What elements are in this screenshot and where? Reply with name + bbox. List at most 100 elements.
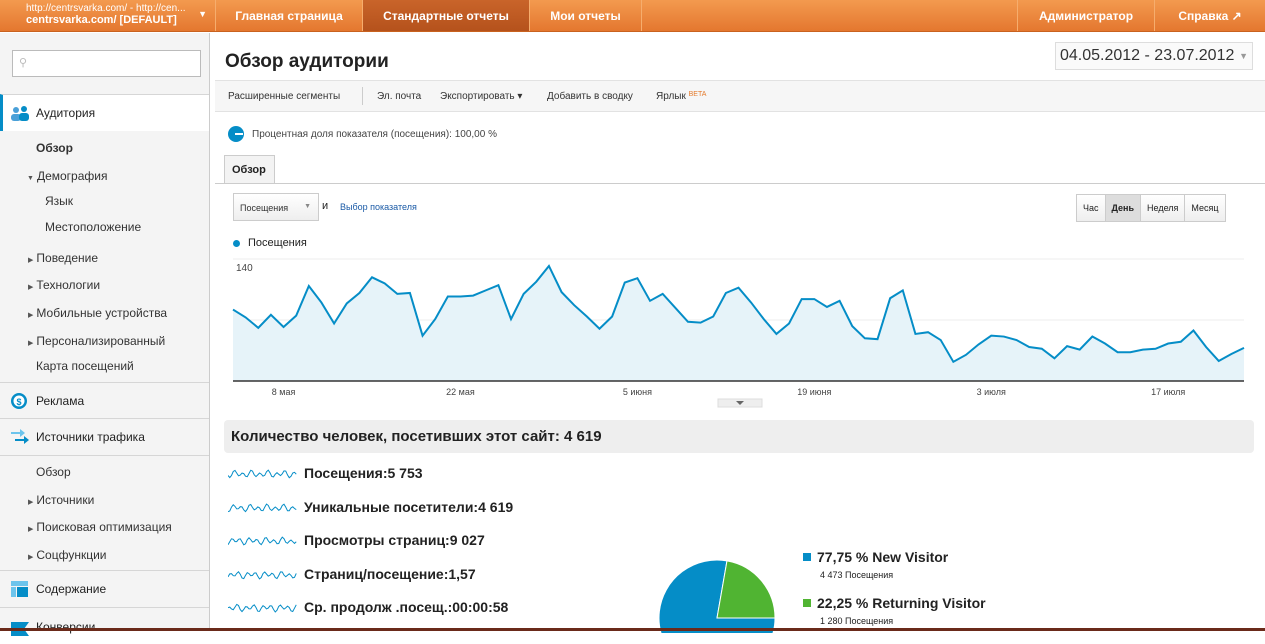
sidebar-item-seo[interactable]: ▶ Поисковая оптимизация: [28, 520, 172, 534]
granularity-week[interactable]: Неделя: [1140, 195, 1185, 221]
pick-metric-link[interactable]: Выбор показателя: [340, 202, 417, 212]
sidebar-item-technology[interactable]: ▶ Технологии: [28, 278, 101, 292]
visitor-pie-chart: [658, 559, 776, 633]
tab-home[interactable]: Главная страница: [216, 0, 363, 31]
chevron-down-icon: ▼: [304, 203, 311, 210]
sidebar-item-ads[interactable]: $ Реклама: [0, 382, 209, 418]
caret-right-icon: ▶: [28, 340, 34, 347]
admin-link[interactable]: Администратор: [1018, 0, 1155, 31]
caret-right-icon: ▶: [28, 526, 34, 533]
pie-new-visits: 4 473 Посещения: [820, 570, 894, 580]
sidebar-item-behavior[interactable]: ▶ Поведение: [28, 251, 99, 265]
tab-overview[interactable]: Обзор: [224, 155, 275, 184]
sparkline: [228, 570, 297, 580]
legend-dot: [233, 239, 240, 247]
pie-icon: [228, 126, 244, 142]
y-tick-label: 140: [236, 263, 253, 274]
chart-legend: Посещения: [233, 237, 307, 249]
stat-value: 00:00:58: [452, 599, 509, 615]
sidebar-item-audience[interactable]: Аудитория: [0, 94, 209, 131]
sidebar-item-personalized[interactable]: ▶ Персонализированный: [28, 334, 166, 348]
pie-slice-returning-visitor[interactable]: [716, 560, 776, 619]
account-name: centrsvarka.com/ [DEFAULT]: [26, 14, 177, 26]
granularity-hour[interactable]: Час: [1077, 195, 1105, 221]
sidebar-item-traffic[interactable]: Источники трафика: [0, 418, 209, 455]
stat-row: Посещения: 5 753: [228, 465, 423, 481]
stat-label: Посещения:: [304, 465, 388, 481]
account-selector[interactable]: http://centrsvarka.com/ - http://cen... …: [0, 0, 216, 31]
sidebar-item-mobile[interactable]: ▶ Мобильные устройства: [28, 306, 168, 320]
advanced-segments-button[interactable]: Расширенные сегменты: [228, 91, 341, 102]
caret-right-icon: ▶: [28, 257, 34, 264]
stat-value: 5 753: [387, 465, 423, 481]
sidebar-item-visit-map[interactable]: Карта посещений: [36, 359, 134, 373]
legend-swatch: [803, 553, 811, 561]
stat-value: 1,57: [448, 565, 476, 582]
caret-right-icon: ▶: [28, 312, 34, 319]
stat-value: 9 027: [449, 532, 485, 548]
sparkline: [228, 603, 297, 613]
sidebar-item-location[interactable]: Местоположение: [45, 220, 142, 234]
area-fill: [233, 265, 1244, 381]
help-link[interactable]: Справка ↗: [1178, 8, 1242, 23]
caret-right-icon: ▶: [28, 499, 34, 506]
x-tick-label: 8 мая: [272, 387, 296, 397]
sidebar-item-conversions[interactable]: Конверсии: [0, 607, 209, 644]
stat-row: Просмотры страниц: 9 027: [228, 532, 485, 548]
stat-row: Ср. продолж .посещ.: 00:00:58: [228, 599, 508, 615]
caret-down-icon: [736, 401, 744, 405]
pie-legend-returning: 22,25 % Returning Visitor: [803, 595, 986, 611]
sidebar-item-sources[interactable]: ▶ Источники: [28, 493, 95, 507]
sparkline: [228, 536, 297, 546]
stat-label: Уникальные посетители:: [304, 498, 479, 515]
caret-right-icon: ▶: [28, 284, 34, 291]
series-line: [232, 264, 1245, 364]
sidebar-item-traffic-overview[interactable]: Обзор: [36, 465, 71, 479]
x-tick-label: 22 мая: [446, 387, 475, 397]
sparkline: [228, 469, 297, 479]
sidebar-item-social[interactable]: ▶ Соцфункции: [28, 548, 107, 562]
search-input[interactable]: ⚲: [12, 50, 201, 77]
search-icon: ⚲: [19, 57, 28, 69]
arrows-icon: [10, 428, 30, 446]
granularity-day[interactable]: День: [1104, 195, 1141, 221]
percent-share: Процентная доля показателя (посещения): …: [228, 126, 497, 142]
stat-label: Просмотры страниц:: [304, 532, 450, 548]
x-tick-label: 5 июня: [623, 387, 652, 397]
top-nav: http://centrsvarka.com/ - http://cen... …: [0, 0, 1265, 32]
summary-bar: Количество человек, посетивших этот сайт…: [224, 420, 1254, 453]
sidebar-item-overview[interactable]: Обзор: [36, 141, 73, 155]
pie-slice-new-visitor[interactable]: [658, 559, 776, 633]
metric-select[interactable]: Посещения ▼: [233, 193, 319, 221]
tab-my-reports[interactable]: Мои отчеты: [530, 0, 642, 31]
sidebar-item-language[interactable]: Язык: [45, 194, 74, 208]
caret-right-icon: ▶: [28, 554, 34, 561]
granularity-month[interactable]: Месяц: [1184, 195, 1225, 221]
x-tick-label: 17 июля: [1151, 387, 1185, 397]
email-button[interactable]: Эл. почта: [377, 91, 422, 102]
sparkline: [228, 502, 297, 512]
legend-swatch: [803, 599, 811, 607]
chevron-down-icon: ▼: [1239, 51, 1248, 61]
export-button[interactable]: Экспортировать ▾: [440, 91, 523, 102]
content-icon: [10, 580, 30, 598]
x-tick-label: 19 июня: [797, 387, 831, 397]
svg-text:$: $: [16, 397, 21, 407]
add-to-dashboard-button[interactable]: Добавить в сводку: [547, 91, 633, 102]
account-url: http://centrsvarka.com/ - http://cen...: [26, 3, 186, 14]
dollar-icon: $: [10, 392, 30, 410]
and-label: и: [322, 200, 329, 212]
page-title: Обзор аудитории: [225, 51, 389, 72]
stat-row: Страниц/посещение: 1,57: [228, 566, 476, 582]
stat-label: Страниц/посещение:: [304, 565, 449, 582]
tab-standard-reports[interactable]: Стандартные отчеты: [363, 0, 530, 31]
sidebar-item-demography[interactable]: ▼ Демография: [27, 169, 108, 183]
stat-row: Уникальные посетители: 4 619: [228, 499, 513, 515]
pie-legend-new: 77,75 % New Visitor: [803, 549, 948, 565]
shortcut-button[interactable]: Ярлык BETA: [656, 91, 707, 102]
report-toolbar: Расширенные сегменты Эл. почта Экспортир…: [215, 80, 1265, 112]
sidebar-label: Аудитория: [36, 106, 96, 120]
date-range-picker[interactable]: 04.05.2012 - 23.07.2012 ▼: [1055, 42, 1253, 70]
sidebar-item-content[interactable]: Содержание: [0, 570, 209, 607]
